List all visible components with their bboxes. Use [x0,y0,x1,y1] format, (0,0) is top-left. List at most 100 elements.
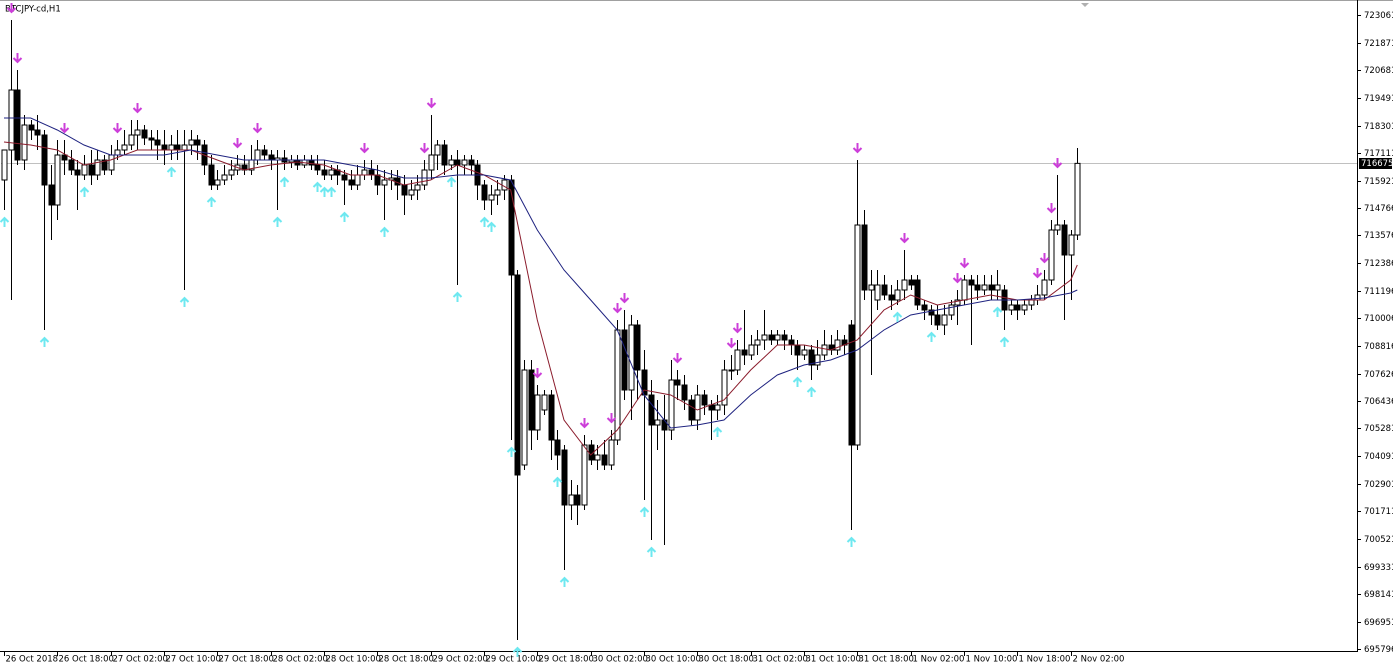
candle-body [208,164,215,186]
candle-body [648,394,655,426]
candle-body [781,334,788,341]
candle-body [261,149,268,156]
buy-arrow [272,216,283,227]
candle-body [1074,162,1081,236]
sell-arrow [1032,268,1043,279]
x-tick-label: 2 Nov 02:00 [1073,655,1125,665]
buy-arrow [79,186,90,197]
y-tick-label: 708816 [1364,342,1393,352]
candle-body [101,159,108,171]
candle-body [154,139,161,146]
candle-body [714,404,721,411]
candle-body [1014,304,1021,311]
sell-arrow [959,258,970,269]
candle-body [134,129,141,136]
candle-body [428,154,435,171]
candle-body [761,334,768,341]
candle-body [1,149,8,181]
candle-body [321,169,328,176]
sell-arrow [252,123,263,134]
candle-body [928,309,935,316]
sell-arrow [726,338,737,349]
candle-body [181,144,188,151]
x-tick-label: 30 Oct 18:00 [699,655,754,665]
candle-body [1008,304,1015,311]
candle-body [981,284,988,291]
sell-arrow [672,353,683,364]
candle-body [768,334,775,341]
y-tick-label: 718301 [1364,122,1393,132]
buy-arrow [206,196,217,207]
candle-body [1068,234,1075,256]
buy-arrow [792,376,803,387]
candle-body [508,179,515,276]
candle-body [681,384,688,401]
y-tick-label: 713576 [1364,231,1393,241]
sell-arrow [426,98,437,109]
candle-body [908,279,915,286]
candle-body [541,394,548,411]
y-tick-label: 715921 [1364,177,1393,187]
y-tick-label: 707626 [1364,370,1393,380]
candle-body [221,174,228,181]
candle-body [28,124,35,131]
candle-body [621,329,628,391]
x-tick-label: 26 Oct 2018 [6,655,59,665]
x-tick-label: 28 Oct 10:00 [326,655,381,665]
candle-body [601,454,608,466]
candle-body [414,184,421,191]
candle-body [448,159,455,166]
candle-body [161,144,168,151]
candle-body [174,144,181,151]
candle-body [754,339,761,346]
sell-arrow [606,413,617,424]
candle-body [721,369,728,406]
candle-body [188,139,195,146]
candle-body [354,174,361,186]
x-tick-label: 1 Nov 10:00 [966,655,1018,665]
y-tick-label: 723061 [1364,11,1393,21]
candle-body [561,449,568,506]
sell-arrow [1039,253,1050,264]
moving-average-line [3,141,1078,456]
candle-body [974,284,981,291]
y-tick-label: 710006 [1364,314,1393,324]
y-tick-label: 695796 [1364,645,1393,655]
candle-body [521,369,528,466]
buy-arrow [319,186,330,197]
candle-body [481,184,488,201]
sell-arrow [112,123,123,134]
candle-body [854,224,861,446]
y-tick-label: 711196 [1364,287,1393,297]
y-tick-label: 712386 [1364,259,1393,269]
candle-body [881,284,888,296]
buy-arrow [646,546,657,557]
buy-arrow [179,296,190,307]
buy-arrow [639,506,650,517]
candle-body [361,169,368,176]
chart-title: BTCJPY-cd,H1 [5,5,61,15]
buy-arrow [559,576,570,587]
y-tick-label: 721871 [1364,39,1393,49]
y-tick-label: 704091 [1364,452,1393,462]
candle-body [348,179,355,186]
candle-body [1041,279,1048,296]
sell-arrow [952,273,963,284]
x-tick-label: 27 Oct 02:00 [113,655,168,665]
x-tick-label: 29 Oct 10:00 [486,655,541,665]
candle-body [594,454,601,461]
x-tick-label: 1 Nov 18:00 [1019,655,1071,665]
y-tick-label: 702901 [1364,480,1393,490]
candle-body [748,344,755,356]
candle-body [801,349,808,356]
sell-arrow [359,143,370,154]
candle-body [1054,224,1061,231]
candle-body [488,194,495,201]
candle-body [734,349,741,371]
candle-body [574,494,581,506]
bid-label: 716675 [1361,159,1393,169]
candle-body [454,159,461,166]
candle-body [788,339,795,346]
y-tick-label: 714766 [1364,204,1393,214]
